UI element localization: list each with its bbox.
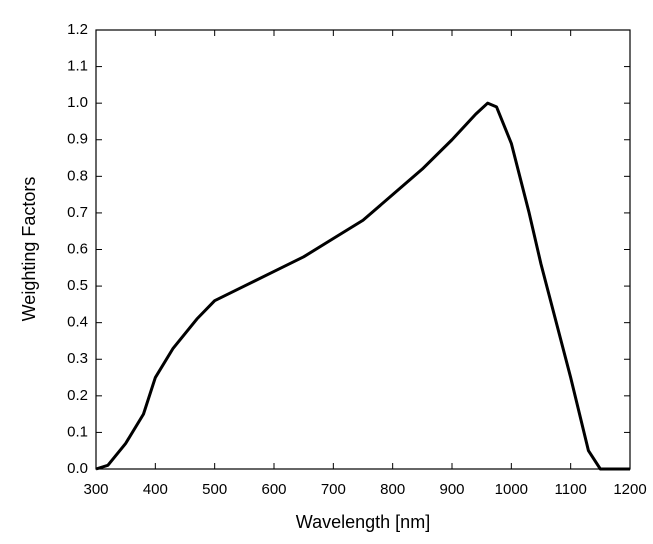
x-tick-label: 500 <box>202 481 227 498</box>
y-tick-label: 0.3 <box>67 350 88 367</box>
x-tick-label: 1100 <box>555 481 587 498</box>
x-tick-label: 300 <box>83 481 108 498</box>
y-tick-label: 1.2 <box>67 21 88 38</box>
y-tick-label: 1.1 <box>67 58 88 75</box>
y-tick-label: 0.0 <box>67 460 88 477</box>
y-tick-label: 1.0 <box>67 94 88 111</box>
y-tick-label: 0.6 <box>67 240 88 257</box>
x-axis-title: Wavelength [nm] <box>296 512 430 532</box>
y-tick-label: 0.2 <box>67 387 88 404</box>
x-tick-label: 800 <box>380 481 405 498</box>
data-line <box>95 101 630 471</box>
x-tick-label: 700 <box>321 481 346 498</box>
y-tick-label: 0.4 <box>67 314 88 331</box>
x-tick-label: 400 <box>143 481 168 498</box>
y-tick-label: 0.9 <box>67 131 88 148</box>
x-tick-label: 1200 <box>613 481 646 498</box>
x-tick-label: 1000 <box>495 481 528 498</box>
x-tick-label: 600 <box>261 481 286 498</box>
x-tick-label: 900 <box>439 481 464 498</box>
y-tick-label: 0.8 <box>67 167 88 184</box>
y-axis-title: Weighting Factors <box>19 177 39 322</box>
y-tick-label: 0.1 <box>67 423 88 440</box>
y-tick-label: 0.5 <box>67 277 88 294</box>
y-tick-label: 0.7 <box>67 204 88 221</box>
plot-frame <box>95 29 631 470</box>
